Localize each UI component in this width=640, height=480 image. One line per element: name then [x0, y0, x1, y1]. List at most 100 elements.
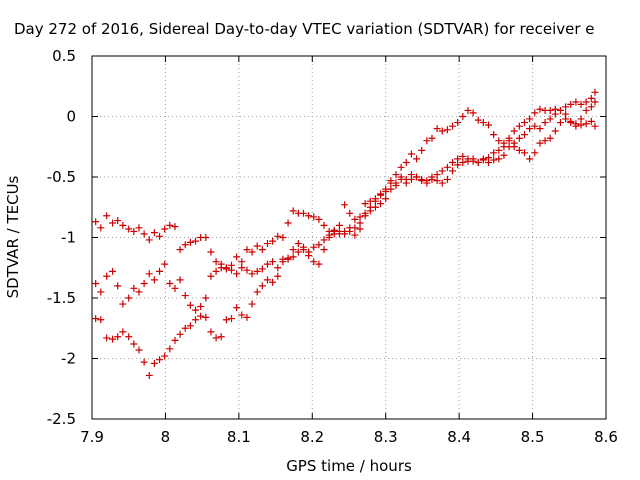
data-point-series-2 — [531, 122, 539, 130]
data-point-series-1 — [356, 213, 364, 221]
data-point-series-3 — [186, 322, 194, 330]
data-point-series-3 — [289, 253, 297, 261]
data-point-series-3 — [161, 352, 169, 360]
data-point-series-2 — [202, 294, 210, 302]
data-point-series-3 — [438, 167, 446, 175]
data-point-series-1 — [526, 155, 534, 163]
data-point-series-1 — [418, 146, 426, 154]
data-point-series-3 — [407, 175, 415, 183]
data-point-series-2 — [263, 260, 271, 268]
data-point-series-2 — [377, 200, 385, 208]
data-point-series-1 — [515, 146, 523, 154]
data-point-series-1 — [97, 224, 105, 232]
data-point-series-1 — [402, 158, 410, 166]
data-point-series-3 — [284, 255, 292, 263]
data-point-series-2 — [510, 139, 518, 147]
data-point-series-1 — [258, 246, 266, 254]
data-point-series-2 — [130, 284, 138, 292]
data-point-series-1 — [495, 137, 503, 145]
data-point-series-3 — [459, 152, 467, 160]
data-point-series-1 — [92, 218, 100, 226]
data-point-series-1 — [479, 119, 487, 127]
data-point-series-3 — [423, 179, 431, 187]
data-point-series-3 — [114, 333, 122, 341]
data-point-series-2 — [289, 246, 297, 254]
data-point-series-2 — [207, 272, 215, 280]
data-point-series-2 — [495, 155, 503, 163]
data-point-series-1 — [299, 209, 307, 217]
data-point-series-2 — [320, 246, 328, 254]
data-point-series-2 — [140, 279, 148, 287]
data-point-series-3 — [228, 315, 236, 323]
data-point-series-2 — [253, 267, 261, 275]
data-point-series-1 — [490, 131, 498, 139]
data-point-series-1 — [253, 242, 261, 250]
data-point-series-2 — [449, 167, 457, 175]
data-point-series-3 — [258, 282, 266, 290]
data-point-series-3 — [428, 175, 436, 183]
data-point-series-2 — [382, 195, 390, 203]
grid-lines — [92, 56, 606, 419]
data-point-series-1 — [341, 201, 349, 209]
data-point-series-1 — [443, 126, 451, 134]
data-point-series-3 — [171, 336, 179, 344]
data-point-series-1 — [181, 241, 189, 249]
data-point-series-2 — [541, 119, 549, 127]
data-point-series-3 — [495, 146, 503, 154]
data-point-series-3 — [315, 241, 323, 249]
data-point-series-1 — [202, 234, 210, 241]
data-point-series-1 — [171, 223, 179, 231]
data-point-series-3 — [449, 158, 457, 166]
data-point-series-1 — [109, 219, 117, 227]
data-point-series-1 — [212, 258, 220, 266]
data-point-series-1 — [582, 106, 590, 114]
data-point-series-3 — [562, 110, 570, 118]
data-point-series-1 — [474, 116, 482, 124]
data-point-series-3 — [454, 155, 462, 163]
y-tick-label: -0.5 — [47, 168, 76, 186]
data-point-series-2 — [274, 264, 282, 272]
data-point-series-1 — [186, 238, 194, 246]
data-point-series-3 — [572, 120, 580, 128]
data-point-series-1 — [392, 171, 400, 179]
data-point-series-3 — [202, 313, 210, 321]
data-point-series-2 — [500, 151, 508, 159]
data-point-series-1 — [577, 115, 585, 123]
data-point-series-3 — [382, 188, 390, 196]
data-point-series-1 — [320, 221, 328, 229]
data-point-series-2 — [217, 260, 225, 268]
data-point-series-3 — [325, 231, 333, 239]
data-point-series-3 — [253, 288, 261, 296]
data-point-series-1 — [289, 207, 297, 215]
data-point-series-2 — [181, 292, 189, 300]
data-point-series-1 — [428, 134, 436, 142]
data-point-series-3 — [510, 127, 518, 135]
data-point-series-2 — [228, 266, 236, 274]
data-point-series-2 — [197, 302, 205, 310]
y-tick-label: 0 — [66, 108, 76, 126]
data-point-series-2 — [567, 100, 575, 108]
data-point-series-2 — [536, 125, 544, 133]
x-tick-label: 8 — [161, 428, 171, 446]
data-point-series-3 — [356, 225, 364, 233]
y-tick-label: -1 — [61, 229, 76, 247]
data-point-series-1 — [485, 121, 493, 129]
data-point-series-1 — [166, 221, 174, 229]
data-point-series-1 — [269, 237, 277, 245]
data-point-series-1 — [315, 215, 323, 223]
data-point-series-2 — [515, 134, 523, 142]
data-point-series-3 — [366, 203, 374, 211]
data-point-series-3 — [92, 315, 100, 323]
data-point-series-3 — [233, 304, 241, 312]
data-point-series-1 — [310, 213, 318, 221]
data-point-series-3 — [305, 248, 313, 256]
data-point-series-3 — [551, 105, 559, 113]
data-point-series-1 — [346, 209, 354, 217]
data-point-series-3 — [577, 121, 585, 129]
data-point-series-1 — [238, 258, 246, 266]
data-point-series-2 — [119, 300, 127, 308]
data-point-series-3 — [546, 106, 554, 114]
data-point-series-1 — [119, 221, 127, 229]
data-point-series-2 — [171, 284, 179, 292]
data-point-series-2 — [387, 185, 395, 193]
